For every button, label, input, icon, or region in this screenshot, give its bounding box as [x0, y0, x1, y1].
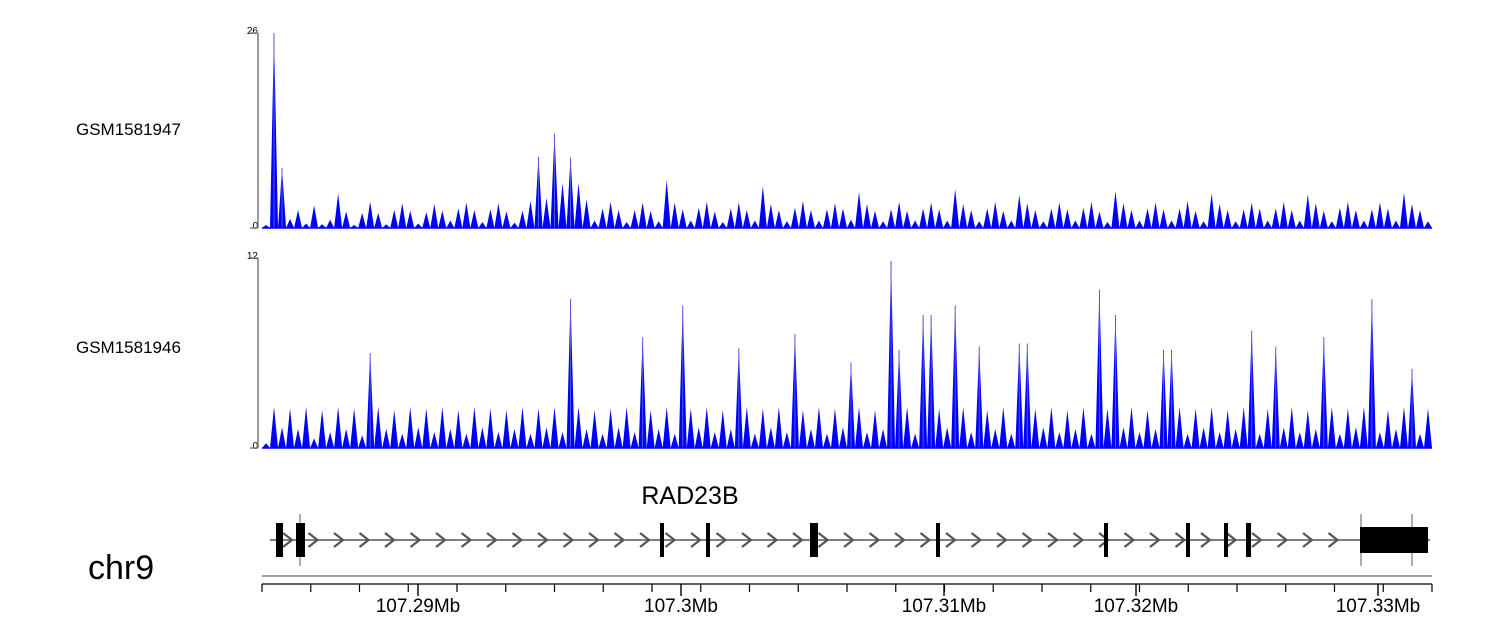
strand-arrow-icon: [919, 532, 932, 548]
strand-arrow-icon: [537, 532, 549, 548]
axis-tick-label: 107.32Mb: [1093, 596, 1179, 617]
strand-arrow-icon: [894, 532, 906, 548]
strand-arrow-icon: [1047, 532, 1059, 548]
exon-block[interactable]: [810, 523, 818, 557]
strand-arrow-icon: [664, 532, 677, 548]
strand-arrow-icon: [435, 532, 447, 548]
track-axis-line: [250, 257, 259, 449]
axis-tick-label: 107.33Mb: [1335, 596, 1421, 617]
exon-block[interactable]: [276, 523, 283, 557]
exon-block[interactable]: [1246, 523, 1251, 557]
terminal-exon-block[interactable]: [1360, 527, 1428, 553]
strand-arrow-icon: [613, 532, 626, 548]
gene-name-text: RAD23B: [641, 482, 739, 510]
strand-arrow-icon: [1327, 532, 1340, 548]
strand-arrow-icon: [945, 532, 957, 548]
exon-block[interactable]: [1224, 523, 1228, 557]
strand-arrow-icon: [358, 532, 371, 548]
coverage-track-gsm1581946[interactable]: [250, 257, 1432, 449]
strand-arrow-icon: [741, 532, 753, 548]
strand-arrow-icon: [639, 532, 651, 548]
strand-arrow-icon: [792, 532, 804, 548]
axis-tick-label: 107.31Mb: [901, 596, 987, 617]
strand-arrow-icon: [1123, 532, 1136, 548]
strand-arrow-icon: [486, 532, 498, 548]
strand-arrow-icon: [1149, 532, 1161, 548]
chromosome-label: chr9: [88, 549, 155, 587]
strand-arrow-icon: [562, 532, 575, 548]
axis-tick-label: 107.29Mb: [375, 596, 461, 617]
gene-name-label: RAD23B: [0, 482, 1500, 511]
strand-arrow-icon: [996, 532, 1008, 548]
strand-arrow-icon: [690, 532, 702, 548]
strand-arrow-icon: [1276, 532, 1289, 548]
coverage-track-gsm1581947[interactable]: [250, 32, 1432, 229]
track-axis-line: [250, 32, 259, 229]
strand-arrow-icon: [1072, 532, 1085, 548]
strand-arrow-icon: [460, 532, 473, 548]
genome-axis-track: [261, 575, 1433, 596]
track-label-gsm1581947: GSM1581947: [76, 120, 181, 139]
coverage-area[interactable]: [262, 261, 1432, 448]
strand-arrow-icon: [970, 532, 983, 548]
strand-arrow-icon: [715, 532, 728, 548]
exon-block[interactable]: [706, 523, 710, 557]
track-2-axis-min: 0: [252, 441, 258, 452]
strand-arrow-icon: [1225, 532, 1238, 548]
strand-arrow-icon: [1302, 532, 1314, 548]
strand-arrow-icon: [843, 532, 855, 548]
track-1-axis-max: 26: [246, 26, 258, 37]
exon-block[interactable]: [1104, 523, 1108, 557]
strand-arrow-icon: [817, 532, 830, 548]
coverage-area[interactable]: [262, 33, 1432, 228]
strand-arrow-icon: [588, 532, 600, 548]
strand-arrow-icon: [1021, 532, 1034, 548]
strand-arrow-icon: [868, 532, 881, 548]
strand-arrow-icon: [766, 532, 779, 548]
track-2-axis-max: 12: [246, 251, 258, 262]
axis-tick-label: 107.3Mb: [644, 596, 718, 617]
strand-arrow-icon: [333, 532, 345, 548]
gene-model-track[interactable]: [270, 514, 1430, 566]
strand-arrow-icon: [384, 532, 396, 548]
exon-block[interactable]: [936, 523, 940, 557]
track-label-gsm1581946: GSM1581946: [76, 338, 181, 357]
track-1-axis-min: 0: [252, 221, 258, 232]
exon-block[interactable]: [1186, 523, 1190, 557]
strand-arrow-icon: [511, 532, 524, 548]
exon-block[interactable]: [660, 523, 664, 557]
exon-block[interactable]: [296, 523, 305, 557]
strand-arrow-icon: [1251, 532, 1263, 548]
strand-arrow-icon: [307, 532, 320, 548]
strand-arrow-icon: [1200, 532, 1212, 548]
strand-arrow-icon: [1174, 532, 1187, 548]
strand-arrow-icon: [282, 532, 294, 548]
strand-arrow-icon: [409, 532, 422, 548]
